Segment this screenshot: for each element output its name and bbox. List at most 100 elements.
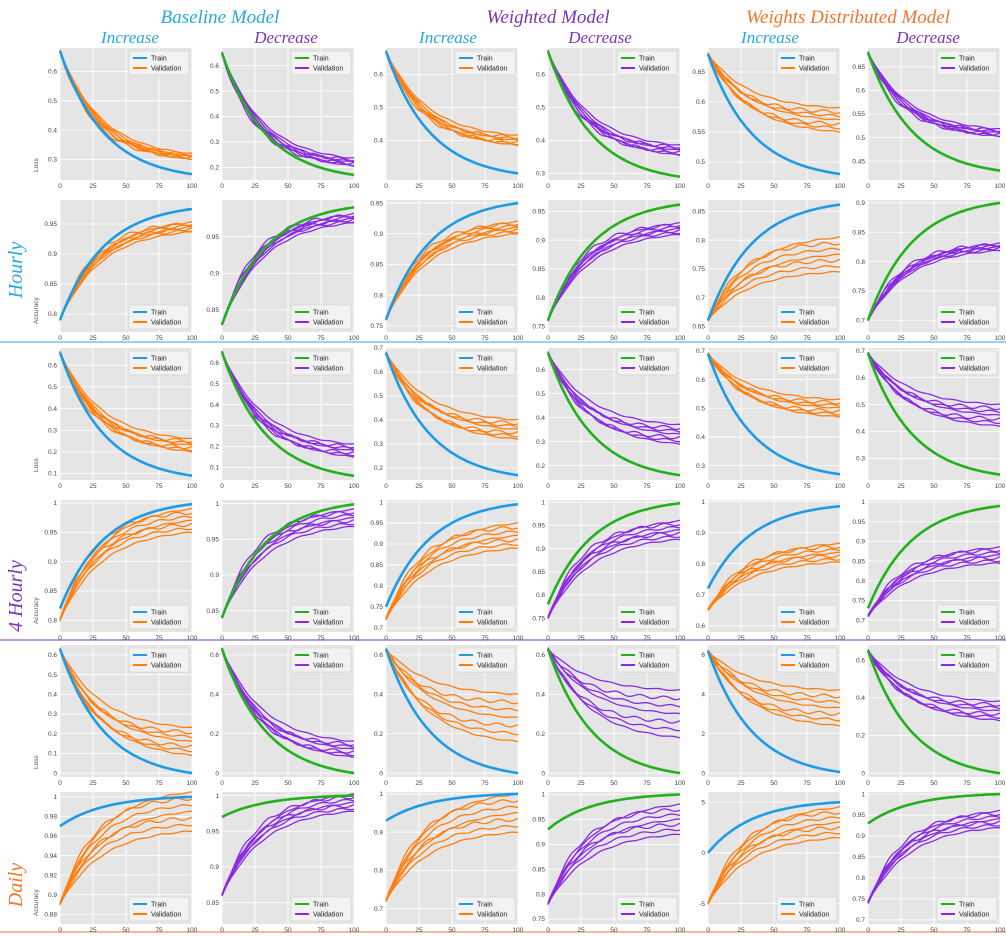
y-axis-label: Loss — [33, 755, 40, 769]
x-tick-label: 25 — [897, 635, 905, 642]
validation-line-run-4 — [221, 516, 355, 619]
legend-label-train: Train — [959, 902, 975, 909]
y-tick-label: 0.9 — [48, 559, 57, 566]
figure-headers: Baseline Model Weighted Model Weights Di… — [0, 7, 1006, 933]
validation-line-run-4 — [547, 529, 681, 619]
y-tick-label: 0.85 — [692, 209, 705, 216]
y-tick-label: 0.92 — [44, 872, 57, 879]
model-title-baseline: Baseline Model — [161, 7, 280, 28]
legend: Train Validation — [290, 304, 352, 330]
x-tick-label: 100 — [675, 483, 686, 490]
x-tick-label: 100 — [995, 635, 1006, 642]
y-tick-label: 0 — [541, 770, 545, 777]
y-tick-label: 0.75 — [532, 615, 545, 622]
y-tick-label: 0.85 — [532, 266, 545, 273]
y-tick-label: 0.3 — [48, 711, 57, 718]
y-tick-label: 0.4 — [374, 691, 383, 698]
y-tick-label: 0.8 — [48, 617, 57, 624]
validation-line-run-7 — [59, 221, 193, 321]
legend: Train Validation — [454, 50, 516, 76]
x-tick-label: 75 — [155, 483, 163, 490]
legend-label-train: Train — [959, 356, 975, 363]
legend-label-train: Train — [639, 902, 655, 909]
legend-label-train: Train — [799, 356, 815, 363]
validation-line-run-4 — [547, 227, 681, 322]
x-tick-label: 25 — [415, 183, 423, 190]
y-tick-label: 0.85 — [852, 229, 865, 236]
y-tick-label: 0.8 — [48, 311, 57, 318]
x-tick-label: 0 — [546, 927, 550, 934]
x-tick-label: 75 — [643, 183, 651, 190]
x-tick-label: 25 — [577, 335, 585, 342]
y-tick-label: 0.85 — [532, 569, 545, 576]
x-tick-label: 100 — [513, 780, 524, 787]
chart-panel-hourly-loss-baseline-model-increase: 0 25 50 75 100 0.3 0.4 0.5 0.6 Loss Train Validatio… — [33, 48, 198, 190]
y-tick-label: 0.2 — [48, 731, 57, 738]
x-tick-label: 100 — [349, 183, 360, 190]
chart-panel-daily-accuracy-weighted-model-decrease: 0 25 50 75 100 0.75 0.8 0.85 0.9 0.95 1 Train Valida… — [532, 792, 685, 934]
x-tick-label: 0 — [866, 927, 870, 934]
y-tick-label: 0.7 — [374, 625, 383, 632]
x-tick-label: 50 — [770, 483, 778, 490]
x-tick-label: 50 — [610, 780, 618, 787]
y-tick-label: 0.85 — [532, 866, 545, 873]
validation-line-run-5 — [385, 648, 519, 712]
x-tick-label: 100 — [835, 780, 846, 787]
column-title-weights-distributed-increase: Increase — [740, 28, 799, 47]
y-tick-label: 0.4 — [48, 406, 57, 413]
legend-label-train: Train — [799, 610, 815, 617]
validation-line-run-7 — [385, 648, 518, 695]
chart-panel-hourly-accuracy-baseline-model-decrease: 0 25 50 75 100 0.85 0.9 0.95 Train Validation — [206, 200, 360, 342]
validation-line-run-7 — [59, 507, 193, 621]
y-tick-label: 0.5 — [374, 105, 383, 112]
legend-label-validation: Validation — [313, 663, 343, 670]
x-tick-label: 100 — [187, 483, 198, 490]
legend-label-validation: Validation — [959, 912, 989, 919]
x-tick-label: 75 — [963, 183, 971, 190]
y-tick-label: 0.9 — [48, 251, 57, 258]
train-line — [866, 650, 1001, 775]
y-tick-label: 0.3 — [696, 463, 705, 470]
y-tick-label: 0.2 — [856, 733, 865, 740]
validation-line-run-5 — [867, 649, 1001, 710]
validation-line-run-6 — [385, 526, 519, 619]
chart-panel-daily-loss-weights-distributed-model-increase: 0 25 50 75 100 0 2 4 6 Train Validation — [701, 645, 846, 787]
x-tick-label: 75 — [317, 780, 325, 787]
y-tick-label: 0.6 — [48, 363, 57, 370]
x-tick-label: 50 — [610, 927, 618, 934]
chart-panel-4-hourly-loss-weights-distributed-model-decrease: 0 25 50 75 100 0.3 0.4 0.5 0.6 0.7 Train Validation — [856, 348, 1006, 490]
y-tick-label: 0.85 — [852, 854, 865, 861]
legend-label-validation: Validation — [313, 320, 343, 327]
validation-line-run-2 — [221, 647, 355, 757]
y-tick-label: 0.5 — [536, 105, 545, 112]
validation-line-run-6 — [385, 351, 519, 426]
validation-line-run-6 — [547, 647, 681, 701]
x-tick-label: 75 — [155, 780, 163, 787]
legend-label-validation: Validation — [313, 366, 343, 373]
x-tick-label: 50 — [448, 780, 456, 787]
validation-line-run-4 — [707, 551, 840, 612]
legend-label-validation: Validation — [799, 620, 829, 627]
x-tick-label: 75 — [481, 335, 489, 342]
legend-label-validation: Validation — [151, 66, 181, 73]
y-tick-label: 0.6 — [696, 99, 705, 106]
train-line — [547, 793, 681, 831]
y-tick-label: 0 — [861, 770, 865, 777]
legend-label-validation: Validation — [151, 320, 181, 327]
y-tick-label: 0.5 — [856, 402, 865, 409]
y-tick-label: 0.8 — [536, 295, 545, 302]
y-tick-label: 0.6 — [210, 360, 219, 367]
chart-panel-daily-loss-weighted-model-increase: 0 25 50 75 100 0 0.2 0.4 0.6 Train Validation — [374, 645, 524, 787]
legend-label-validation: Validation — [799, 663, 829, 670]
validation-line-run-4 — [221, 217, 355, 326]
y-tick-label: 0.5 — [48, 98, 57, 105]
x-tick-label: 50 — [122, 483, 130, 490]
validation-line-run-7 — [707, 353, 840, 401]
legend-label-train: Train — [639, 56, 655, 63]
x-tick-label: 100 — [513, 335, 524, 342]
chart-panel-4-hourly-loss-baseline-model-decrease: 0 25 50 75 100 0.1 0.2 0.3 0.4 0.5 0.6 Train Validat… — [210, 348, 360, 490]
legend-label-validation: Validation — [151, 620, 181, 627]
chart-panel-hourly-loss-baseline-model-decrease: 0 25 50 75 100 0.2 0.3 0.4 0.5 0.6 Train Validation — [210, 48, 360, 190]
x-tick-label: 25 — [251, 183, 259, 190]
x-tick-label: 0 — [220, 183, 224, 190]
